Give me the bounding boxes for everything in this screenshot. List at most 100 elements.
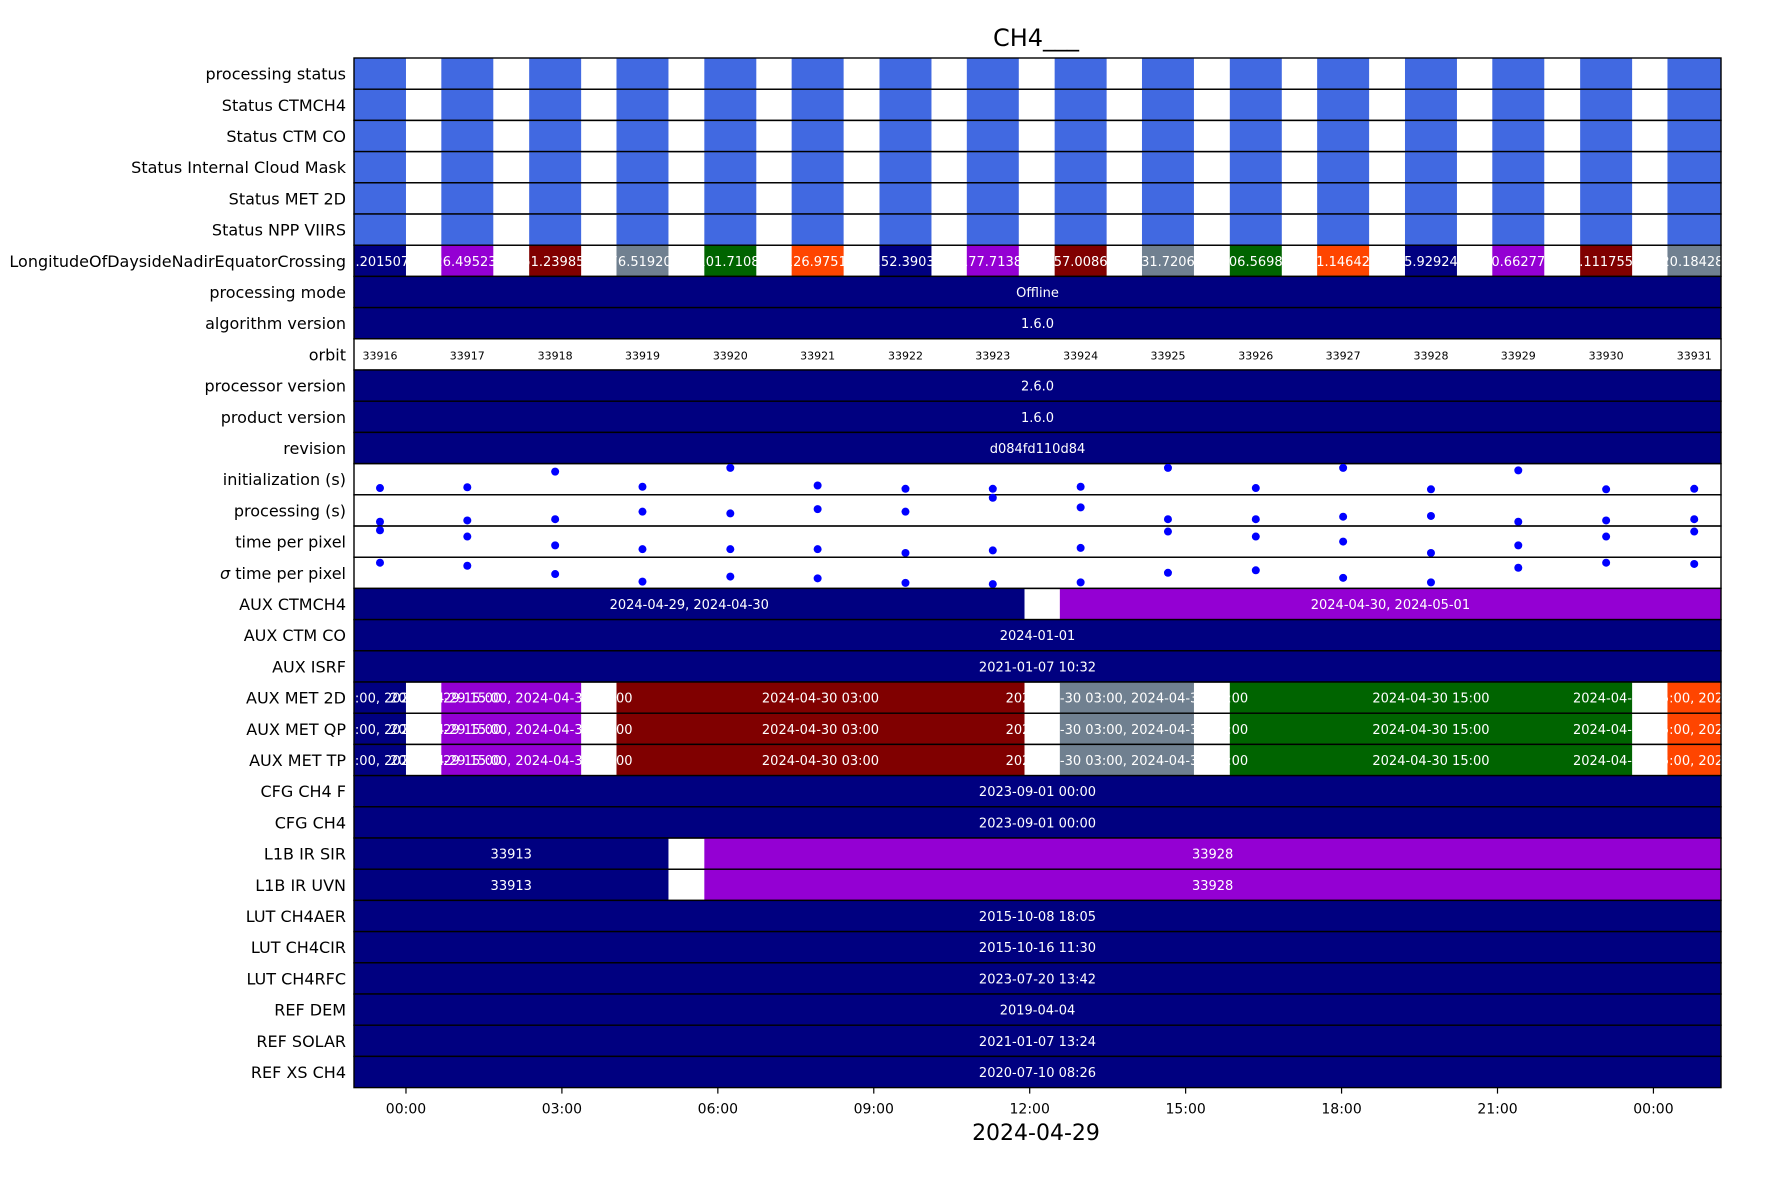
segment-label: 157.00862 bbox=[1045, 255, 1115, 270]
status-bar bbox=[1317, 214, 1370, 246]
segment-label: -101.71081 bbox=[693, 255, 768, 270]
status-bar bbox=[354, 120, 406, 152]
data-point bbox=[551, 541, 560, 550]
status-bar bbox=[1580, 120, 1633, 152]
data-point bbox=[638, 482, 647, 491]
aux-segment bbox=[1059, 682, 1194, 714]
constant-bar bbox=[354, 370, 1721, 402]
data-point bbox=[1163, 568, 1172, 577]
row-label: processor version bbox=[204, 377, 346, 396]
row-label: AUX MET 2D bbox=[246, 689, 346, 708]
row-label: LongitudeOfDaysideNadirEquatorCrossing bbox=[9, 252, 346, 271]
status-bar bbox=[1404, 151, 1457, 183]
segment-label: 33917 bbox=[450, 349, 485, 362]
aux-segment bbox=[1229, 682, 1633, 714]
data-point bbox=[551, 515, 560, 524]
segment-label: 2024-04-30 15:00 bbox=[1372, 754, 1489, 769]
longitude-bar bbox=[529, 245, 582, 277]
segment-label: 5.1117551 bbox=[1571, 255, 1641, 270]
status-bar bbox=[616, 120, 669, 152]
data-point bbox=[1251, 532, 1260, 541]
data-point bbox=[1514, 466, 1523, 475]
data-point bbox=[813, 574, 822, 583]
segment-label: 2020-07-10 08:26 bbox=[979, 1066, 1096, 1081]
segment-label: 2024-04-30 15:00, 2024-05-01 03:00 bbox=[1573, 723, 1771, 738]
status-bar bbox=[529, 214, 582, 246]
segment-label: 2024-04-30 15:00, 2024-05-01 03:00 bbox=[1573, 754, 1771, 769]
status-bar bbox=[1667, 89, 1721, 121]
rows-group: processing status Status CTMCH4 Status CTM… bbox=[9, 57, 1771, 1089]
status-bar bbox=[441, 89, 494, 121]
segment-label: 2024-04-30 03:00, 2024-04-30 15:00 bbox=[1006, 754, 1249, 769]
status-bar bbox=[791, 214, 844, 246]
status-bar bbox=[529, 89, 582, 121]
segment-label: -20.184289 bbox=[1657, 255, 1732, 270]
segment-label: 33929 bbox=[1501, 349, 1536, 362]
status-bar bbox=[441, 120, 494, 152]
data-point bbox=[1163, 463, 1172, 472]
status-bar bbox=[704, 214, 757, 246]
row-label: orbit bbox=[309, 345, 346, 364]
data-point bbox=[1076, 482, 1085, 491]
status-bar bbox=[616, 151, 669, 183]
aux-segment bbox=[354, 869, 669, 901]
status-bar bbox=[616, 214, 669, 246]
status-bar bbox=[1054, 182, 1107, 214]
status-bar bbox=[704, 182, 757, 214]
segment-label: 2024-04-29 15:00, 2024-04-30 03:00 bbox=[390, 692, 633, 707]
status-bar bbox=[529, 120, 582, 152]
segment-label: -152.39038 bbox=[868, 255, 943, 270]
segment-label: 2021-01-07 13:24 bbox=[979, 1035, 1096, 1050]
row-label: Status MET 2D bbox=[229, 189, 346, 208]
data-point bbox=[1690, 559, 1699, 568]
row-label: CFG CH4 bbox=[275, 813, 346, 832]
status-bar bbox=[1054, 120, 1107, 152]
status-bar bbox=[791, 182, 844, 214]
status-bar bbox=[1492, 151, 1545, 183]
row-label: time per pixel bbox=[235, 533, 346, 552]
aux-segment bbox=[354, 1025, 1721, 1057]
status-bar bbox=[1229, 58, 1282, 90]
status-bar bbox=[1580, 151, 1633, 183]
row-label: product version bbox=[221, 408, 346, 427]
aux-segment bbox=[1059, 713, 1194, 745]
status-bar bbox=[1580, 214, 1633, 246]
data-point bbox=[1602, 485, 1611, 494]
segment-label: 106.56985 bbox=[1221, 255, 1291, 270]
data-point bbox=[1602, 558, 1611, 567]
aux-segment bbox=[1229, 744, 1633, 776]
status-bar bbox=[1317, 89, 1370, 121]
data-point bbox=[1339, 537, 1348, 546]
constant-bar bbox=[354, 276, 1721, 308]
status-bar bbox=[1404, 182, 1457, 214]
data-point bbox=[1514, 563, 1523, 572]
segment-label: 33924 bbox=[1063, 349, 1098, 362]
row-label: L1B IR UVN bbox=[255, 876, 346, 895]
x-tick-label: 09:00 bbox=[854, 1102, 894, 1118]
data-point bbox=[1163, 515, 1172, 524]
row-label: AUX MET QP bbox=[246, 720, 346, 739]
chart-title: CH4___ bbox=[993, 24, 1080, 52]
segment-label: 33928 bbox=[1192, 879, 1233, 894]
aux-segment bbox=[354, 619, 1721, 651]
data-point bbox=[463, 561, 472, 570]
data-point bbox=[726, 463, 735, 472]
segment-label: 81.146429 bbox=[1308, 255, 1378, 270]
segment-label: 33920 bbox=[713, 349, 748, 362]
status-bar bbox=[1492, 89, 1545, 121]
status-bar bbox=[704, 120, 757, 152]
status-bar bbox=[1404, 120, 1457, 152]
segment-label: Offline bbox=[1016, 286, 1059, 301]
status-bar bbox=[616, 58, 669, 90]
status-bar bbox=[1054, 151, 1107, 183]
status-bar bbox=[879, 214, 932, 246]
segment-label: 33923 bbox=[975, 349, 1010, 362]
status-bar bbox=[879, 120, 932, 152]
longitude-bar bbox=[704, 245, 757, 277]
segment-label: 2021-01-07 10:32 bbox=[979, 660, 1096, 675]
row-label: σ time per pixel bbox=[220, 564, 346, 583]
segment-label: 2.6.0 bbox=[1021, 380, 1054, 395]
status-bar bbox=[1492, 120, 1545, 152]
status-bar bbox=[966, 120, 1019, 152]
aux-segment bbox=[354, 1056, 1721, 1088]
